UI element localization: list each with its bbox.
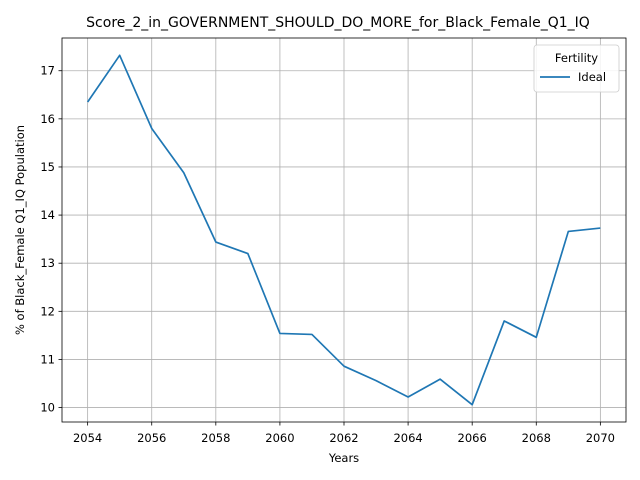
y-axis-label: % of Black_Female Q1_IQ Population xyxy=(13,125,27,335)
y-tick-label: 11 xyxy=(40,352,55,366)
legend-title: Fertility xyxy=(555,51,598,65)
y-axis: 10 11 12 13 14 15 16 17 xyxy=(40,64,62,415)
x-tick-label: 2070 xyxy=(586,431,615,445)
y-tick-label: 13 xyxy=(40,256,55,270)
x-tick-label: 2054 xyxy=(73,431,102,445)
x-tick-label: 2068 xyxy=(522,431,551,445)
y-tick-label: 10 xyxy=(40,401,55,415)
x-tick-label: 2056 xyxy=(137,431,166,445)
series-line-ideal xyxy=(86,54,601,406)
x-tick-label: 2064 xyxy=(393,431,422,445)
x-axis: 2054 2056 2058 2060 2062 2064 2066 2068 2070 xyxy=(73,422,615,445)
x-axis-label: Years xyxy=(328,451,359,465)
chart-title: Score_2_in_GOVERNMENT_SHOULD_DO_MORE_for… xyxy=(86,15,590,31)
legend-box xyxy=(533,44,620,93)
y-tick-label: 14 xyxy=(40,208,55,222)
series-group xyxy=(86,54,601,406)
legend-label-ideal: Ideal xyxy=(578,70,606,84)
y-tick-label: 17 xyxy=(40,64,55,78)
x-tick-label: 2060 xyxy=(265,431,294,445)
x-tick-label: 2066 xyxy=(458,431,487,445)
legend: Fertility Ideal xyxy=(533,44,620,93)
x-tick-label: 2062 xyxy=(329,431,358,445)
y-tick-label: 12 xyxy=(40,304,55,318)
y-tick-label: 15 xyxy=(40,160,55,174)
x-tick-label: 2058 xyxy=(201,431,230,445)
grid-lines xyxy=(62,38,626,422)
y-tick-label: 16 xyxy=(40,112,55,126)
